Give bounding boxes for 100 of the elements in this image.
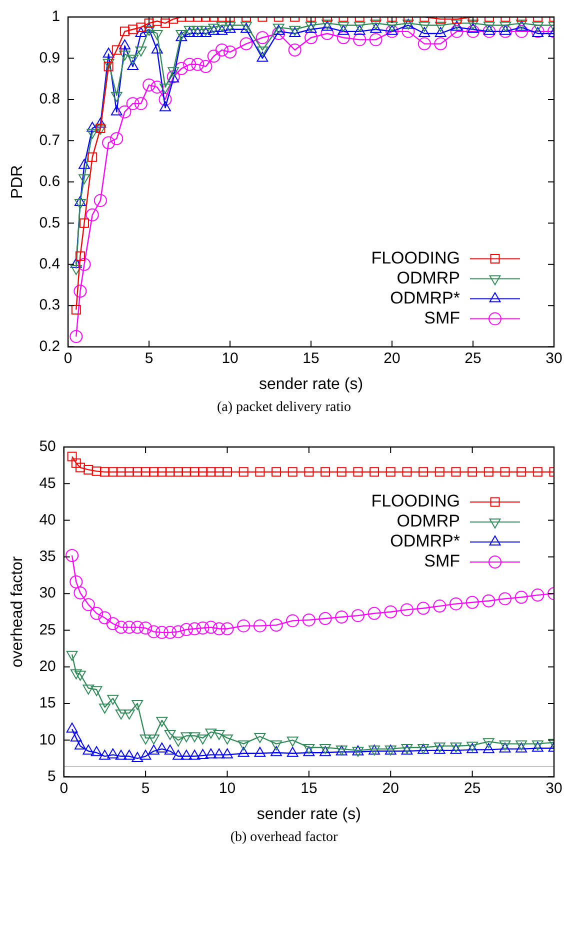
legend-label: ODMRP* bbox=[390, 532, 460, 551]
x-tick-label: 20 bbox=[384, 350, 400, 367]
point bbox=[514, 590, 528, 604]
point bbox=[353, 467, 363, 477]
point bbox=[402, 467, 412, 477]
point bbox=[416, 602, 430, 615]
point bbox=[71, 458, 81, 468]
y-tick-label: 0.5 bbox=[39, 214, 60, 232]
point bbox=[302, 613, 316, 626]
point bbox=[449, 597, 462, 610]
point bbox=[196, 622, 210, 635]
point bbox=[516, 467, 526, 477]
point bbox=[67, 452, 77, 462]
x-tick-label: 0 bbox=[64, 350, 72, 367]
point bbox=[74, 586, 87, 600]
y-tick-label: 10 bbox=[39, 731, 56, 748]
point bbox=[482, 594, 496, 608]
point bbox=[386, 467, 396, 477]
y-tick-label: 0.9 bbox=[39, 49, 60, 66]
point bbox=[180, 622, 193, 636]
point bbox=[254, 746, 266, 757]
point bbox=[466, 596, 479, 609]
point bbox=[351, 609, 364, 622]
point bbox=[66, 548, 79, 562]
point bbox=[139, 622, 152, 635]
point bbox=[482, 743, 494, 754]
point bbox=[157, 467, 167, 477]
point bbox=[205, 748, 217, 758]
point bbox=[253, 619, 266, 632]
x-tick-label: 0 bbox=[60, 780, 68, 797]
point bbox=[286, 746, 298, 757]
point bbox=[155, 626, 168, 639]
point bbox=[532, 467, 542, 477]
y-axis-title: PDR bbox=[9, 165, 26, 199]
point bbox=[164, 626, 177, 639]
point bbox=[74, 740, 86, 750]
point bbox=[148, 744, 160, 755]
y-tick-label: 1 bbox=[52, 8, 60, 26]
point bbox=[140, 467, 150, 477]
y-tick-label: 0.4 bbox=[39, 255, 60, 272]
y-tick-label: 0.6 bbox=[39, 173, 60, 190]
legend-label: SMF bbox=[424, 308, 460, 328]
legend-label: FLOODING bbox=[371, 492, 460, 511]
y-tick-label: 40 bbox=[39, 511, 56, 528]
point bbox=[92, 466, 102, 476]
point bbox=[220, 622, 234, 636]
text: (b) overhead factor bbox=[229, 830, 339, 846]
point bbox=[172, 750, 184, 760]
point bbox=[75, 462, 85, 472]
y-tick-label: 15 bbox=[39, 694, 56, 712]
y-tick-label: 0.3 bbox=[39, 296, 60, 314]
point bbox=[434, 467, 444, 477]
point bbox=[384, 605, 398, 618]
point bbox=[148, 467, 158, 477]
point bbox=[270, 618, 283, 632]
point bbox=[82, 744, 94, 755]
legend-label: ODMRP bbox=[396, 268, 460, 288]
point bbox=[70, 575, 83, 588]
text: (a) packet delivery ratio bbox=[216, 400, 352, 416]
point bbox=[188, 750, 200, 760]
point bbox=[132, 467, 142, 477]
point bbox=[99, 750, 110, 760]
point bbox=[90, 606, 104, 620]
x-tick-label: 15 bbox=[302, 350, 320, 367]
point bbox=[238, 467, 248, 477]
x-tick-label: 5 bbox=[144, 350, 154, 367]
point bbox=[98, 611, 112, 624]
point bbox=[165, 467, 175, 477]
y-tick-label: 30 bbox=[39, 584, 56, 602]
x-tick-label: 25 bbox=[464, 350, 482, 367]
point bbox=[335, 610, 348, 624]
x-tick-label: 15 bbox=[300, 780, 318, 797]
x-axis-title: sender rate (s) bbox=[256, 806, 361, 823]
point bbox=[484, 467, 494, 477]
point bbox=[433, 600, 446, 613]
legend-label: ODMRP* bbox=[390, 288, 460, 308]
legend-label: SMF bbox=[424, 552, 460, 571]
point bbox=[124, 750, 135, 760]
x-tick-label: 10 bbox=[222, 350, 238, 367]
point bbox=[212, 622, 226, 636]
y-tick-label: 35 bbox=[39, 548, 56, 566]
y-tick-label: 20 bbox=[39, 658, 56, 676]
point bbox=[336, 467, 346, 477]
point bbox=[66, 722, 78, 733]
point bbox=[368, 606, 381, 620]
point bbox=[100, 467, 110, 477]
point bbox=[198, 467, 208, 477]
point bbox=[468, 467, 478, 477]
point bbox=[237, 619, 250, 632]
y-tick-label: 0.7 bbox=[39, 132, 60, 149]
point bbox=[400, 603, 414, 616]
y-tick-label: 25 bbox=[39, 621, 56, 638]
point bbox=[115, 750, 127, 760]
point bbox=[147, 625, 160, 638]
point bbox=[288, 467, 298, 477]
point bbox=[164, 744, 176, 755]
point bbox=[272, 467, 282, 477]
point bbox=[213, 748, 225, 758]
x-tick-label: 25 bbox=[464, 780, 481, 797]
point bbox=[180, 750, 192, 760]
